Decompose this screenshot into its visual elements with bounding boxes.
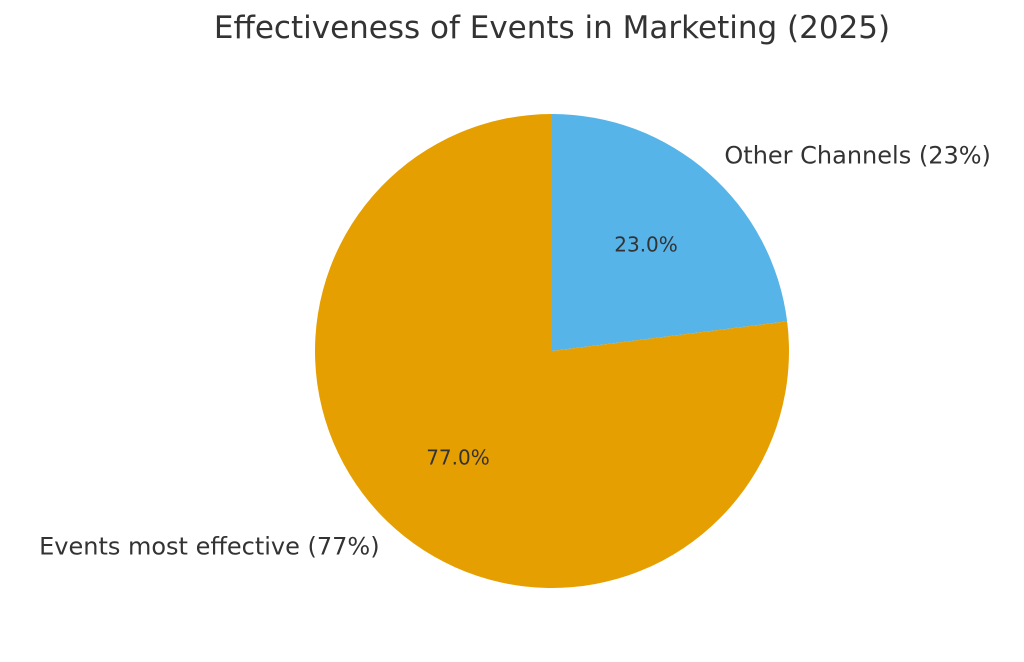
pie-slices (314, 114, 789, 588)
pie-labels: 23.0% Other Channels (23%) 77.0% Events mos… (39, 141, 991, 560)
pie-slice-other-channels-23 (552, 114, 788, 351)
pie-percent-label: 23.0% (614, 232, 678, 256)
chart-title: Effectiveness of Events in Marketing (20… (213, 10, 891, 46)
pie-slice-events-most-effective-77 (314, 114, 789, 588)
pie-percent-label: 77.0% (426, 446, 490, 470)
pie-category-label: Events most effective (77%) (39, 533, 380, 561)
pie-category-label: Other Channels (23%) (724, 141, 991, 169)
